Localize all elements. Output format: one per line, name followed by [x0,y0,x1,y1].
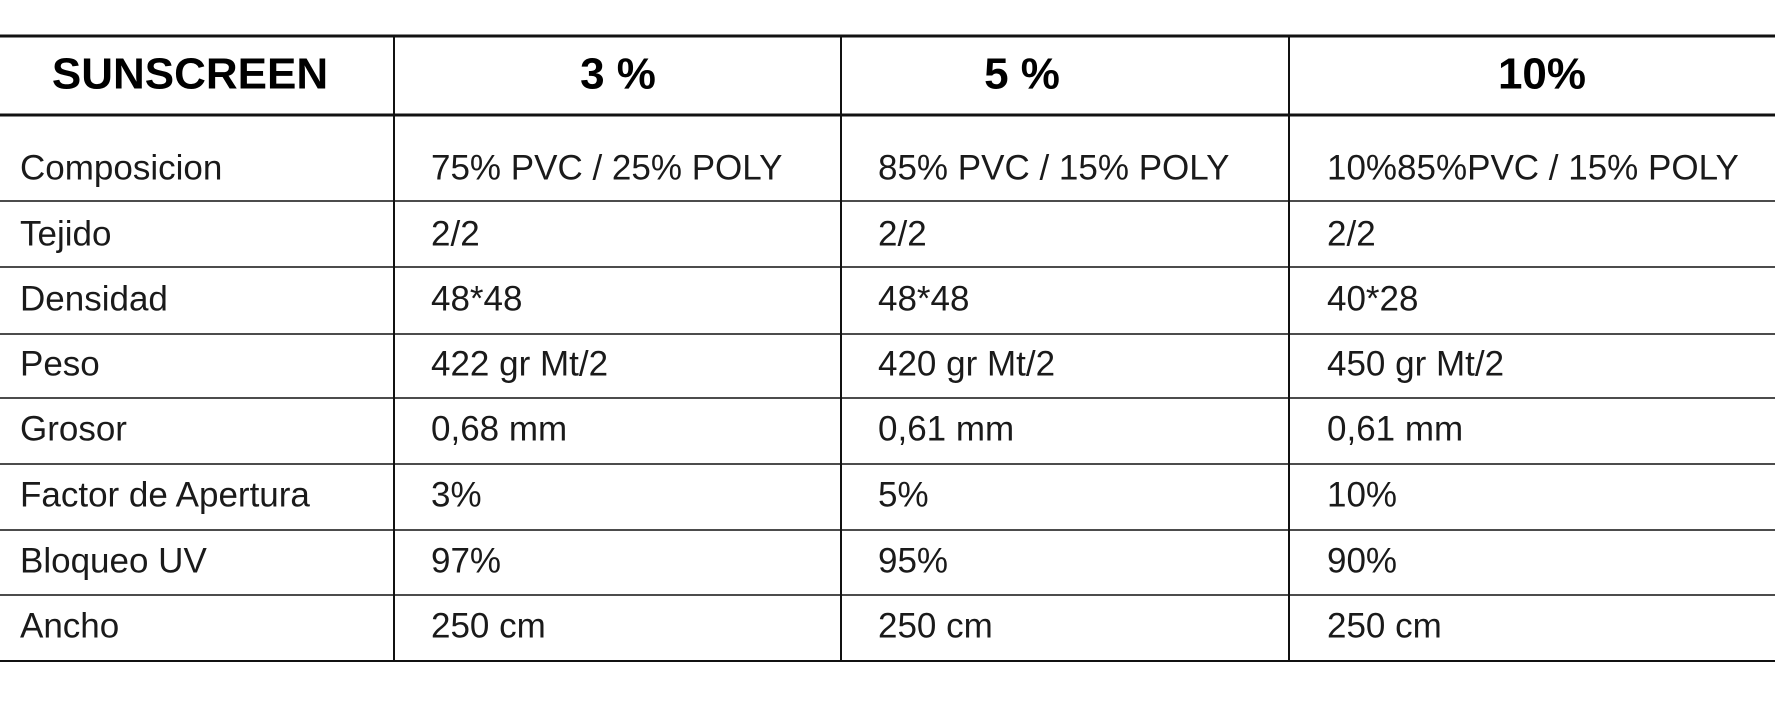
cell: 0,61 mm [878,409,1014,448]
cell: 2/2 [1327,214,1376,253]
cell: 2/2 [878,214,927,253]
row-label: Peso [20,344,100,383]
cell: 5% [878,475,929,514]
cell: 95% [878,541,948,580]
row-label: Factor de Apertura [20,475,310,514]
cell: 90% [1327,541,1397,580]
cell: 250 cm [878,606,993,645]
table-lines [0,34,1775,662]
cell: 10%85%PVC / 15% POLY [1327,148,1739,187]
row-label: Grosor [20,409,127,448]
cell: 0,68 mm [431,409,567,448]
cell: 2/2 [431,214,480,253]
row-label: Tejido [20,214,111,253]
cell: 97% [431,541,501,580]
cell: 450 gr Mt/2 [1327,344,1504,383]
cell: 420 gr Mt/2 [878,344,1055,383]
row-label: Composicion [20,148,222,187]
cell: 40*28 [1327,279,1418,318]
cell: 250 cm [431,606,546,645]
cell: 10% [1327,475,1397,514]
cell: 3% [431,475,482,514]
cell: 422 gr Mt/2 [431,344,608,383]
row-label: Bloqueo UV [20,541,207,580]
header-cell: 3 % [580,50,656,99]
row-label: Densidad [20,279,168,318]
cell: 75% PVC / 25% POLY [431,148,782,187]
cell: 250 cm [1327,606,1442,645]
cell: 48*48 [431,279,522,318]
header-cell: SUNSCREEN [52,50,328,99]
row-label: Ancho [20,606,119,645]
cell: 85% PVC / 15% POLY [878,148,1229,187]
header-cell: 5 % [984,50,1060,99]
cell: 48*48 [878,279,969,318]
cell: 0,61 mm [1327,409,1463,448]
header-cell: 10% [1498,50,1586,99]
